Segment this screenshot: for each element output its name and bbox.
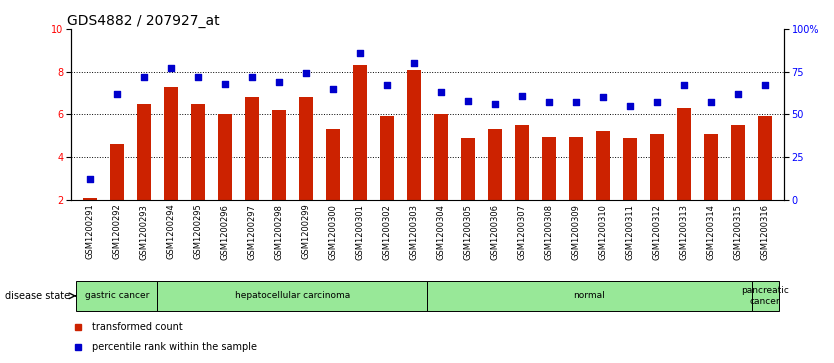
Bar: [137, 104, 151, 200]
Bar: [758, 117, 771, 200]
Text: GSM1200296: GSM1200296: [220, 204, 229, 260]
Bar: [435, 114, 448, 200]
FancyBboxPatch shape: [76, 281, 158, 311]
Text: GSM1200301: GSM1200301: [355, 204, 364, 260]
Point: [326, 86, 339, 92]
Bar: [83, 197, 97, 200]
Point: [83, 176, 97, 182]
Bar: [651, 134, 664, 200]
Text: GSM1200309: GSM1200309: [571, 204, 580, 260]
Point: [219, 81, 232, 86]
Bar: [542, 137, 555, 200]
Text: normal: normal: [574, 291, 605, 300]
Text: GSM1200300: GSM1200300: [329, 204, 338, 260]
Point: [245, 74, 259, 80]
Point: [407, 60, 420, 66]
Bar: [596, 131, 610, 200]
Text: GSM1200304: GSM1200304: [436, 204, 445, 260]
Point: [110, 91, 123, 97]
Bar: [677, 108, 691, 200]
Point: [731, 91, 745, 97]
FancyBboxPatch shape: [427, 281, 751, 311]
Bar: [380, 117, 394, 200]
Text: GSM1200308: GSM1200308: [545, 204, 554, 260]
Bar: [245, 97, 259, 200]
Bar: [407, 70, 420, 200]
Bar: [353, 65, 367, 200]
Point: [461, 98, 475, 103]
Point: [515, 93, 529, 98]
Text: GSM1200305: GSM1200305: [464, 204, 472, 260]
Point: [380, 82, 394, 88]
Text: GSM1200315: GSM1200315: [734, 204, 742, 260]
FancyBboxPatch shape: [158, 281, 427, 311]
Text: GSM1200297: GSM1200297: [248, 204, 256, 260]
Text: GSM1200291: GSM1200291: [85, 204, 94, 260]
Bar: [570, 137, 583, 200]
Text: GSM1200314: GSM1200314: [706, 204, 716, 260]
Text: GSM1200293: GSM1200293: [139, 204, 148, 260]
Point: [488, 101, 501, 107]
Text: GSM1200311: GSM1200311: [626, 204, 635, 260]
Bar: [731, 125, 745, 200]
Bar: [461, 138, 475, 200]
Point: [435, 89, 448, 95]
Text: GSM1200298: GSM1200298: [274, 204, 284, 260]
Text: disease state: disease state: [5, 291, 70, 301]
Bar: [191, 104, 204, 200]
Bar: [110, 144, 123, 200]
Text: GSM1200299: GSM1200299: [301, 204, 310, 260]
Bar: [488, 129, 502, 200]
Point: [677, 82, 691, 88]
Point: [191, 74, 204, 80]
Point: [354, 50, 367, 56]
Point: [596, 94, 610, 100]
Text: GSM1200303: GSM1200303: [409, 204, 419, 260]
Bar: [299, 97, 313, 200]
Point: [164, 65, 178, 71]
Text: GSM1200306: GSM1200306: [490, 204, 500, 260]
Text: GSM1200307: GSM1200307: [517, 204, 526, 260]
Text: GSM1200294: GSM1200294: [166, 204, 175, 260]
Text: transformed count: transformed count: [93, 322, 183, 333]
Bar: [623, 138, 636, 200]
Point: [570, 99, 583, 105]
Bar: [515, 125, 529, 200]
Text: GSM1200310: GSM1200310: [599, 204, 607, 260]
Text: pancreatic
cancer: pancreatic cancer: [741, 286, 789, 306]
Bar: [219, 114, 232, 200]
Bar: [704, 134, 718, 200]
Text: GSM1200302: GSM1200302: [383, 204, 391, 260]
Text: GSM1200292: GSM1200292: [113, 204, 121, 260]
Point: [623, 103, 636, 109]
Point: [137, 74, 150, 80]
Point: [758, 82, 771, 88]
Text: gastric cancer: gastric cancer: [84, 291, 149, 300]
Bar: [164, 87, 178, 200]
Point: [299, 70, 313, 76]
Text: GSM1200295: GSM1200295: [193, 204, 203, 260]
Text: hepatocellular carcinoma: hepatocellular carcinoma: [234, 291, 350, 300]
FancyBboxPatch shape: [751, 281, 779, 311]
Point: [542, 99, 555, 105]
Text: GSM1200312: GSM1200312: [652, 204, 661, 260]
Text: GDS4882 / 207927_at: GDS4882 / 207927_at: [68, 14, 220, 28]
Text: GSM1200316: GSM1200316: [761, 204, 770, 260]
Point: [272, 79, 285, 85]
Bar: [272, 110, 285, 200]
Bar: [326, 129, 339, 200]
Point: [705, 99, 718, 105]
Point: [651, 99, 664, 105]
Text: percentile rank within the sample: percentile rank within the sample: [93, 342, 257, 352]
Text: GSM1200313: GSM1200313: [680, 204, 689, 260]
